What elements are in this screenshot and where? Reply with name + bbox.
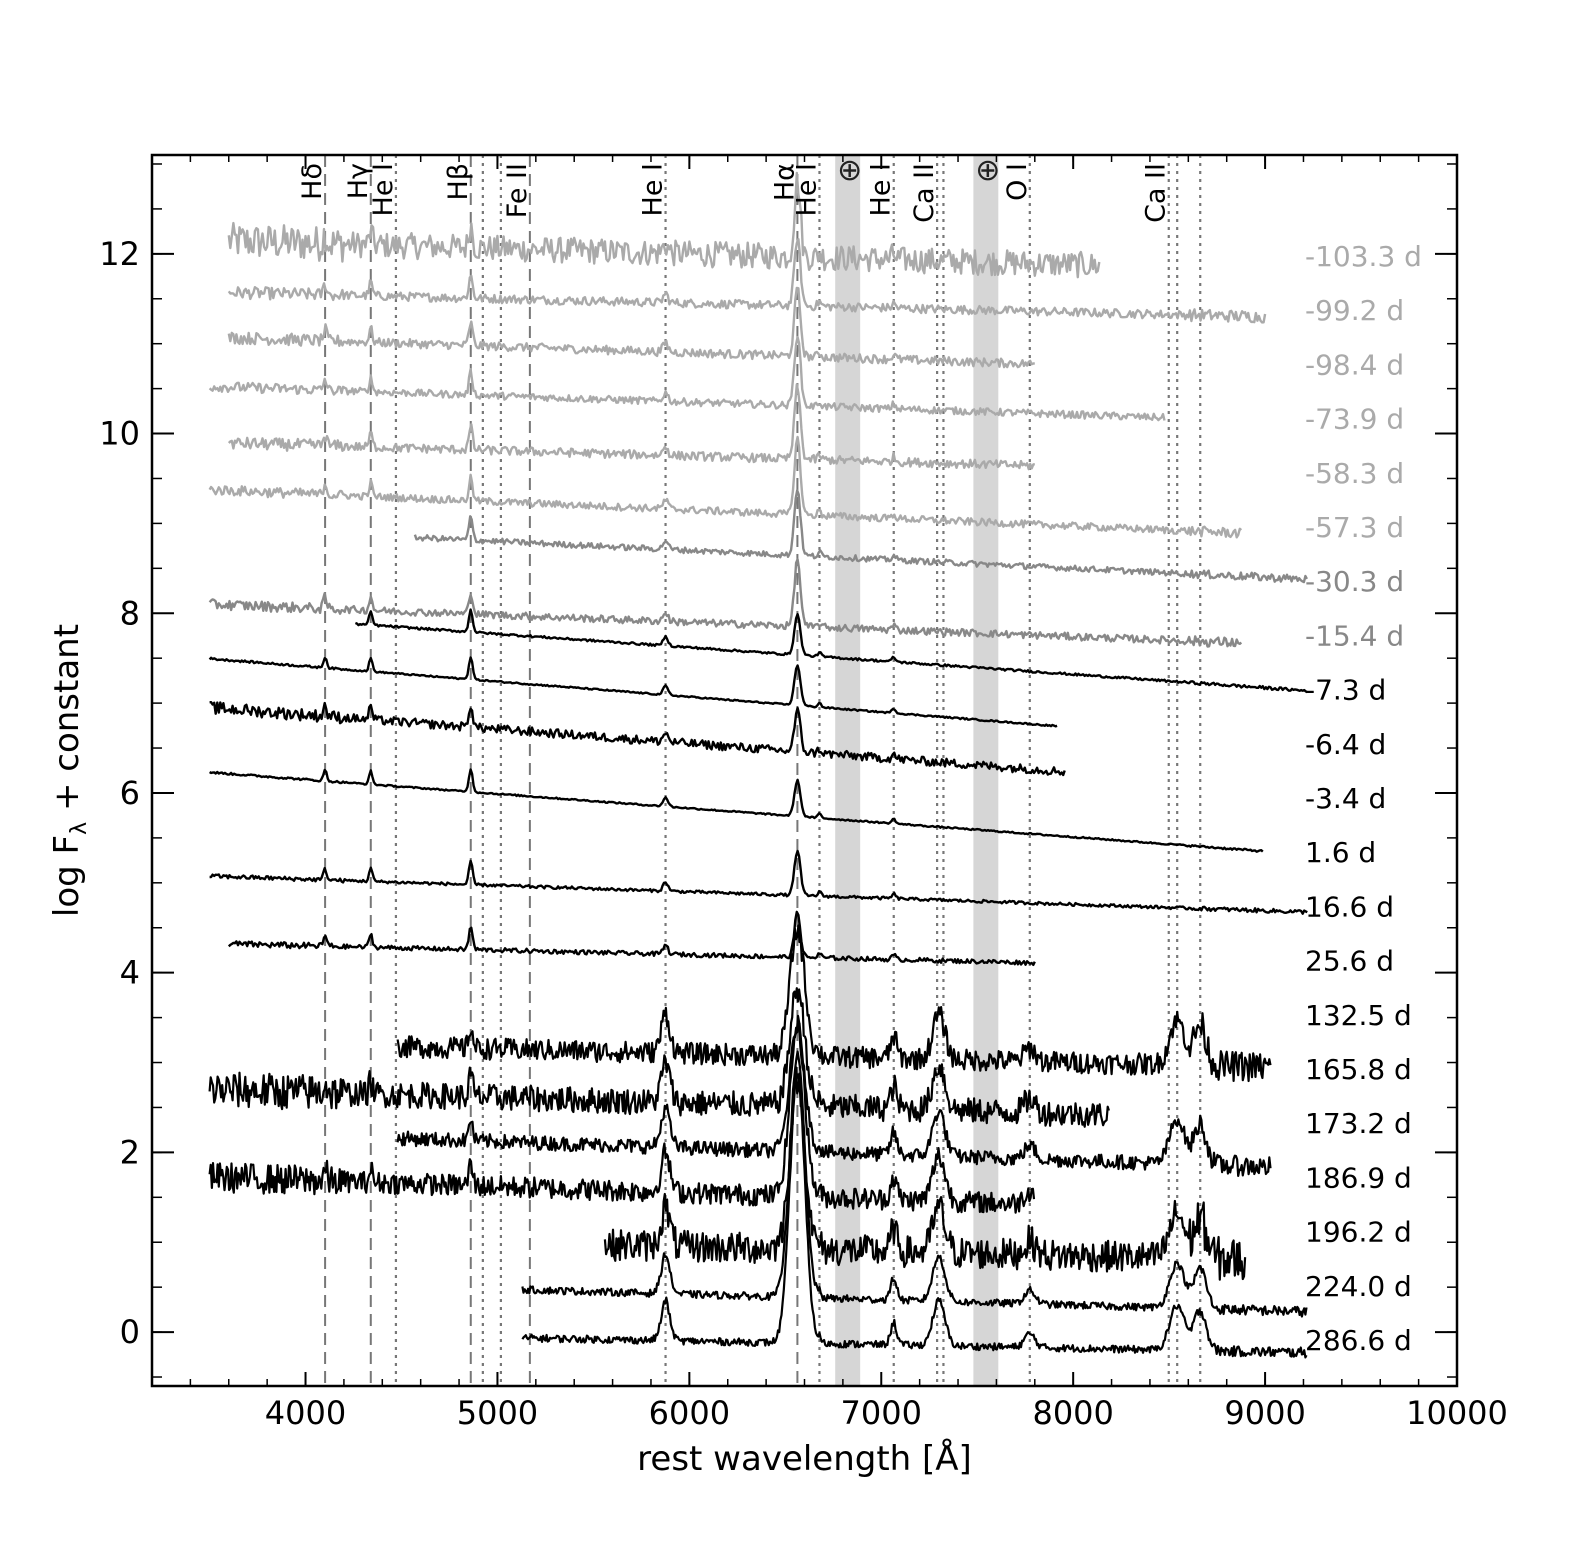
x-tick-label-5: 9000 — [1224, 1394, 1305, 1432]
y-tick-label-3: 6 — [120, 774, 140, 812]
spectrum-series-5 — [208, 435, 1243, 539]
y-axis-title-subscript: λ — [67, 822, 92, 835]
spectrum-series-6 — [413, 489, 1308, 584]
epoch-label-0: -103.3 d — [1305, 240, 1422, 273]
y-axis-title: log Fλ + constant — [47, 624, 92, 917]
line-marker-label-8: Hα — [769, 163, 800, 201]
line-marker-label-1: Hγ — [343, 163, 374, 199]
x-tick-label-4: 8000 — [1032, 1394, 1113, 1432]
line-marker-label-9: He I — [791, 163, 822, 216]
line-marker-label-2: He I — [368, 163, 399, 216]
spectrum-series-0 — [227, 171, 1101, 279]
y-tick-label-4: 8 — [120, 594, 140, 632]
spectrum-series-13 — [227, 910, 1036, 966]
spectrum-series-3 — [208, 335, 1166, 422]
spectrum-series-10 — [209, 701, 1066, 777]
x-tick-label-0: 4000 — [265, 1394, 346, 1432]
epoch-label-3: -73.9 d — [1305, 403, 1404, 436]
epoch-label-20: 286.6 d — [1305, 1324, 1412, 1357]
line-marker-label-10: He I — [866, 163, 897, 216]
line-marker-label-0: Hδ — [297, 163, 328, 200]
line-marker-label-13: O I — [1002, 163, 1033, 201]
epoch-label-4: -58.3 d — [1305, 457, 1404, 490]
line-marker-label-6: Fe II — [502, 163, 533, 218]
spectrum-series-2 — [227, 286, 1035, 369]
epoch-label-17: 186.9 d — [1305, 1161, 1412, 1194]
epoch-label-6: -30.3 d — [1305, 565, 1404, 598]
spectrum-series-19 — [521, 1050, 1308, 1318]
epoch-label-14: 132.5 d — [1305, 999, 1412, 1032]
spectrum-series-4 — [227, 383, 1035, 471]
epoch-label-9: -6.4 d — [1305, 728, 1386, 761]
spectrum-series-15 — [208, 987, 1110, 1128]
epoch-label-11: 1.6 d — [1305, 836, 1376, 869]
y-tick-label-2: 4 — [120, 954, 140, 992]
epoch-label-7: -15.4 d — [1305, 619, 1404, 652]
line-marker-label-14: Ca II — [1141, 163, 1172, 223]
y-tick-label-6: 12 — [99, 235, 140, 273]
y-tick-label-5: 10 — [99, 415, 140, 453]
x-axis-title: rest wavelength [Å] — [637, 1438, 972, 1479]
x-tick-label-6: 10000 — [1406, 1394, 1508, 1432]
x-tick-label-1: 5000 — [457, 1394, 538, 1432]
spectrum-series-18 — [603, 1066, 1247, 1281]
spectrum-series-17 — [208, 1014, 1036, 1214]
spectrum-series-8 — [354, 608, 1308, 694]
epoch-label-12: 16.6 d — [1305, 890, 1394, 923]
epoch-label-19: 224.0 d — [1305, 1270, 1412, 1303]
x-tick-label-2: 6000 — [649, 1394, 730, 1432]
spectrum-series-12 — [209, 849, 1308, 915]
telluric-symbol-0: ⊕ — [837, 153, 862, 188]
y-axis-title-main: log F — [47, 835, 87, 917]
spectrum-series-7 — [208, 558, 1243, 648]
epoch-label-5: -57.3 d — [1305, 511, 1404, 544]
line-marker-label-3: Hβ — [443, 163, 474, 201]
epoch-label-2: -98.4 d — [1305, 348, 1404, 381]
epoch-label-16: 173.2 d — [1305, 1107, 1412, 1140]
epoch-label-13: 25.6 d — [1305, 945, 1394, 978]
spectrum-series-9 — [208, 656, 1058, 728]
spectrum-series-14 — [396, 924, 1272, 1083]
spectrum-series-16 — [396, 1022, 1272, 1177]
spectrum-series-11 — [209, 768, 1264, 853]
y-tick-label-0: 0 — [120, 1313, 140, 1351]
line-marker-label-7: He I — [638, 163, 669, 216]
spectra-series — [208, 171, 1308, 1359]
y-tick-label-1: 2 — [120, 1133, 140, 1171]
spectrum-series-1 — [227, 237, 1267, 324]
epoch-label-10: -3.4 d — [1305, 782, 1386, 815]
epoch-label-1: -99.2 d — [1305, 294, 1404, 327]
line-marker-label-11: Ca II — [909, 163, 940, 223]
epoch-label-8: -7.3 d — [1305, 674, 1386, 707]
axes: 4000 5000 6000 7000 8000 9000 10000 0 2 4 6 8 10 12 — [99, 155, 1508, 1432]
epoch-labels: -103.3 d -99.2 d -98.4 d -73.9 d -58.3 d -57.… — [1305, 240, 1422, 1357]
spectrum-series-20 — [521, 1073, 1308, 1359]
epoch-label-18: 196.2 d — [1305, 1216, 1412, 1249]
y-axis-title-rest: + constant — [47, 624, 87, 822]
x-tick-label-3: 7000 — [841, 1394, 922, 1432]
epoch-label-15: 165.8 d — [1305, 1053, 1412, 1086]
